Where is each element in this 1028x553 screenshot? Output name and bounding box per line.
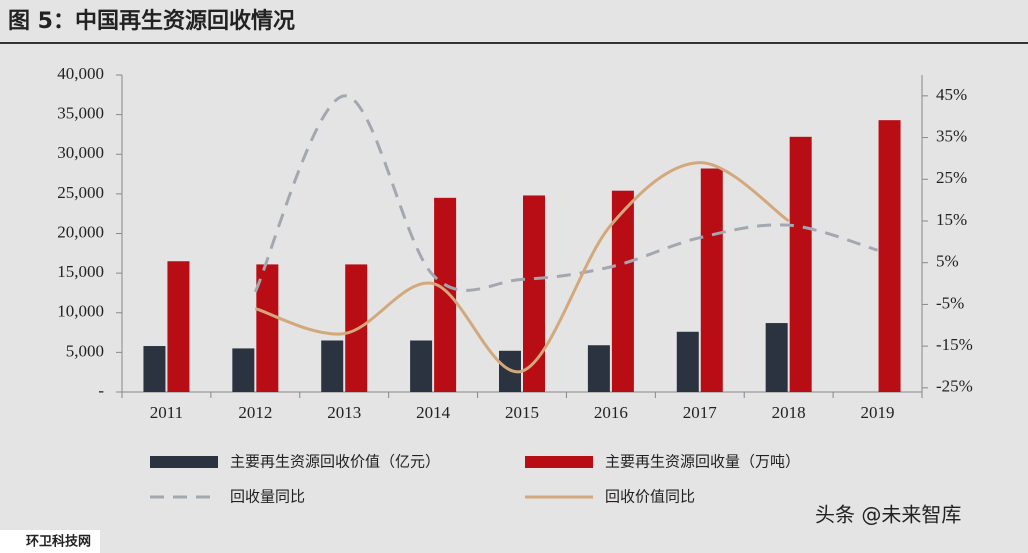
y2-tick-label: -5% — [936, 293, 964, 312]
bar — [676, 331, 699, 392]
x-tick-label: 2016 — [594, 403, 628, 422]
legend-label: 回收价值同比 — [605, 488, 695, 506]
bar — [434, 197, 457, 392]
legend-label: 回收量同比 — [230, 488, 305, 506]
y2-tick-label: -15% — [936, 335, 973, 354]
legend-swatch — [525, 456, 593, 468]
y-tick-label: - — [98, 381, 104, 400]
x-tick-label: 2011 — [150, 403, 183, 422]
bar — [232, 348, 255, 392]
x-tick-label: 2019 — [861, 403, 895, 422]
bar — [789, 136, 812, 392]
y2-tick-label: -25% — [936, 377, 973, 396]
x-tick-label: 2013 — [327, 403, 361, 422]
legend-swatch — [150, 456, 218, 468]
bar — [611, 190, 634, 392]
watermark-badge — [0, 530, 100, 553]
y-tick-label: 5,000 — [66, 341, 104, 360]
bar — [765, 323, 788, 392]
chart-title: 图 5：中国再生资源回收情况 — [8, 8, 295, 34]
watermark: 环卫科技网 — [26, 534, 91, 550]
bar — [700, 168, 723, 392]
legend-label: 主要再生资源回收价值（亿元） — [230, 453, 440, 471]
y2-tick-label: 15% — [936, 210, 967, 229]
bar — [143, 346, 166, 392]
watermark: 头条 @未来智库 — [815, 503, 961, 527]
bar — [167, 261, 190, 392]
bar — [587, 345, 610, 392]
y-tick-label: 25,000 — [57, 183, 104, 202]
x-tick-label: 2012 — [238, 403, 272, 422]
legend-label: 主要再生资源回收量（万吨） — [605, 453, 800, 471]
bar — [523, 195, 545, 392]
y-tick-label: 30,000 — [57, 143, 104, 162]
bar — [256, 264, 279, 392]
bar — [410, 340, 433, 392]
y2-tick-label: 45% — [936, 85, 967, 104]
y2-tick-label: 5% — [936, 252, 959, 271]
y-tick-label: 40,000 — [57, 64, 104, 83]
line — [254, 161, 790, 374]
x-tick-label: 2017 — [683, 403, 718, 422]
y-tick-label: 15,000 — [57, 262, 104, 281]
line — [253, 94, 878, 293]
bar — [321, 340, 344, 392]
y2-tick-label: 25% — [936, 168, 967, 187]
x-tick-label: 2018 — [772, 403, 806, 422]
y-tick-label: 10,000 — [57, 302, 104, 321]
x-tick-label: 2015 — [505, 403, 539, 422]
x-tick-label: 2014 — [416, 403, 451, 422]
y2-tick-label: 35% — [936, 126, 967, 145]
y-tick-label: 20,000 — [57, 222, 104, 241]
bar — [878, 120, 901, 393]
y-tick-label: 35,000 — [57, 104, 104, 123]
